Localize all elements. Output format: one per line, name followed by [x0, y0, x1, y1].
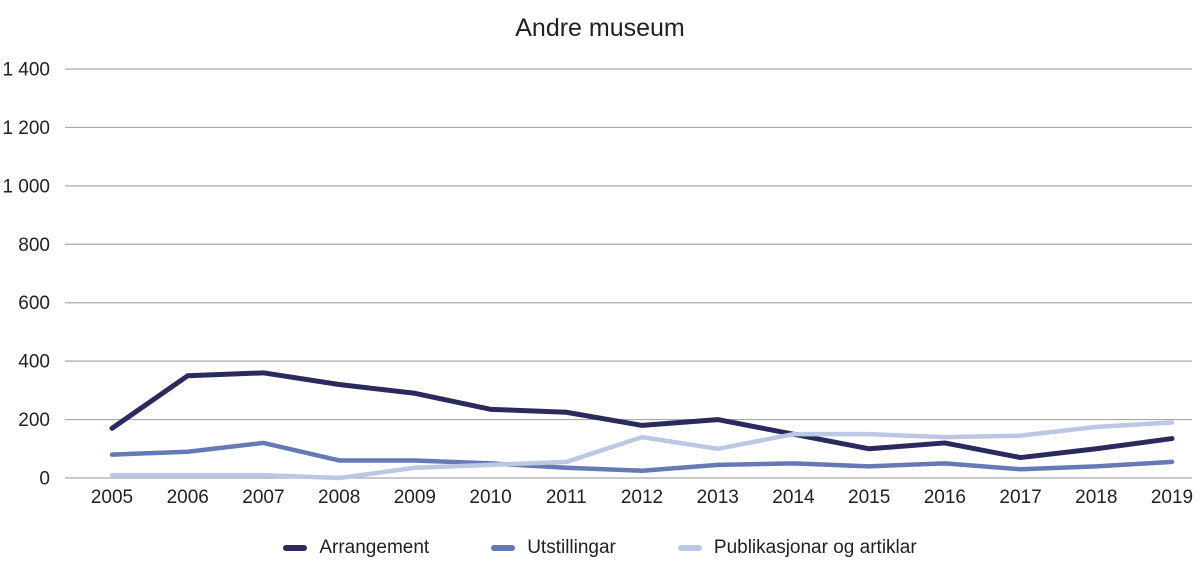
x-axis-tick-label: 2009 [394, 487, 436, 508]
x-axis-tick-label: 2013 [697, 487, 739, 508]
x-axis-tick-label: 2018 [1075, 487, 1117, 508]
x-axis-tick-label: 2011 [546, 487, 587, 508]
chart-title: Andre museum [515, 14, 685, 42]
y-axis-tick-label: 200 [18, 410, 50, 431]
x-axis-tick-label: 2012 [621, 487, 663, 508]
x-axis-tick-label: 2015 [848, 487, 890, 508]
y-axis-tick-label: 1 200 [2, 118, 50, 139]
x-axis-tick-label: 2005 [91, 487, 133, 508]
x-axis-tick-label: 2010 [469, 487, 511, 508]
x-axis-tick-label: 2019 [1151, 487, 1193, 508]
x-axis-tick-label: 2016 [924, 487, 966, 508]
legend-item-publikasjonar-og-artiklar: Publikasjonar og artiklar [677, 537, 917, 558]
y-axis-tick-label: 400 [18, 352, 50, 373]
x-axis-tick-label: 2007 [242, 487, 284, 508]
legend-label: Arrangement [319, 537, 430, 558]
series-line-utstillingar [109, 440, 1175, 473]
legend-swatch-publikasjonar-og-artiklar [677, 544, 702, 551]
x-axis-tick-label: 2006 [167, 487, 209, 508]
legend: Arrangement Utstillingar Publikasjonar og … [0, 538, 1200, 557]
legend-item-utstillingar: Utstillingar [491, 538, 616, 557]
y-axis-tick-label: 1 400 [2, 60, 50, 81]
y-axis-tick-label: 600 [18, 293, 50, 314]
series-line-publikasjonar-og-artiklar [109, 420, 1175, 481]
y-axis-tick-label: 0 [39, 469, 50, 490]
x-axis-tick-label: 2014 [772, 487, 815, 508]
x-axis-tick-label: 2008 [318, 487, 360, 508]
legend-label: Publikasjonar og artiklar [713, 537, 917, 558]
legend-item-arrangement: Arrangement [283, 538, 429, 557]
legend-swatch-arrangement [283, 544, 308, 551]
y-axis-tick-label: 800 [18, 235, 50, 256]
y-axis-tick-label: 1 000 [2, 176, 50, 197]
x-axis-tick-label: 2017 [999, 487, 1041, 508]
legend-swatch-utstillingar [491, 544, 516, 551]
legend-label: Utstillingar [527, 537, 616, 558]
series-line-arrangement [109, 370, 1175, 461]
